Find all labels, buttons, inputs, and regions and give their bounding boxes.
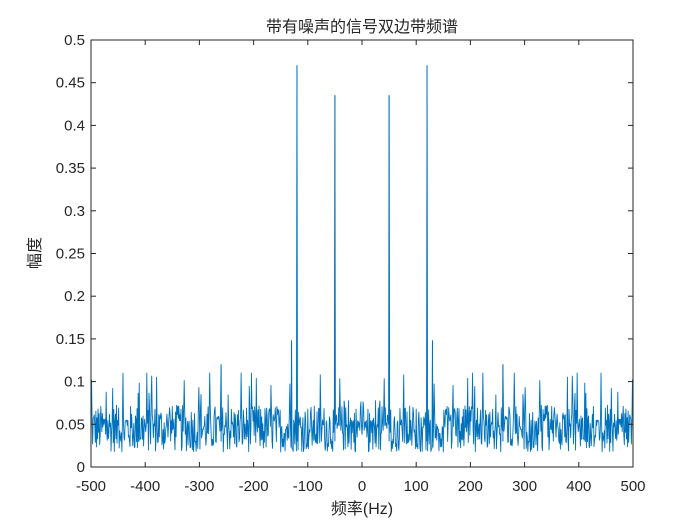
x-tick-label: -400: [130, 478, 160, 495]
x-tick-label: -200: [239, 478, 269, 495]
x-tick-label: 500: [620, 478, 645, 495]
x-tick-label: 100: [404, 478, 429, 495]
y-tick-label: 0.1: [64, 374, 85, 391]
y-tick-label: 0: [77, 459, 85, 476]
y-axis-title: 幅度: [26, 237, 44, 269]
y-tick-label: 0.4: [64, 117, 85, 134]
y-tick-label: 0.05: [56, 416, 85, 433]
data-layer: [90, 65, 634, 453]
axes-background: [91, 40, 633, 467]
y-tick-label: 0.15: [56, 331, 85, 348]
y-tick-label: 0.2: [64, 288, 85, 305]
x-axis-title: 频率(Hz): [331, 500, 393, 518]
x-tick-label: -100: [293, 478, 323, 495]
y-tick-label: 0.25: [56, 246, 85, 263]
x-tick-label: 400: [566, 478, 591, 495]
y-tick-label: 0.3: [64, 203, 85, 220]
x-tick-label: 200: [458, 478, 483, 495]
x-tick-label: 300: [512, 478, 537, 495]
ticks-layer: -500 -400 -300 -200 -100 0 100 200 300 400 500 0 0.0…: [56, 32, 646, 495]
y-tick-label: 0.5: [64, 32, 85, 49]
x-tick-label: 0: [358, 478, 366, 495]
x-tick-label: -300: [184, 478, 214, 495]
chart-title: 带有噪声的信号双边带频谱: [266, 18, 458, 36]
y-tick-label: 0.45: [56, 75, 85, 92]
x-tick-label: -500: [76, 478, 106, 495]
spectrum-series-line: [90, 65, 634, 453]
y-tick-label: 0.35: [56, 160, 85, 177]
